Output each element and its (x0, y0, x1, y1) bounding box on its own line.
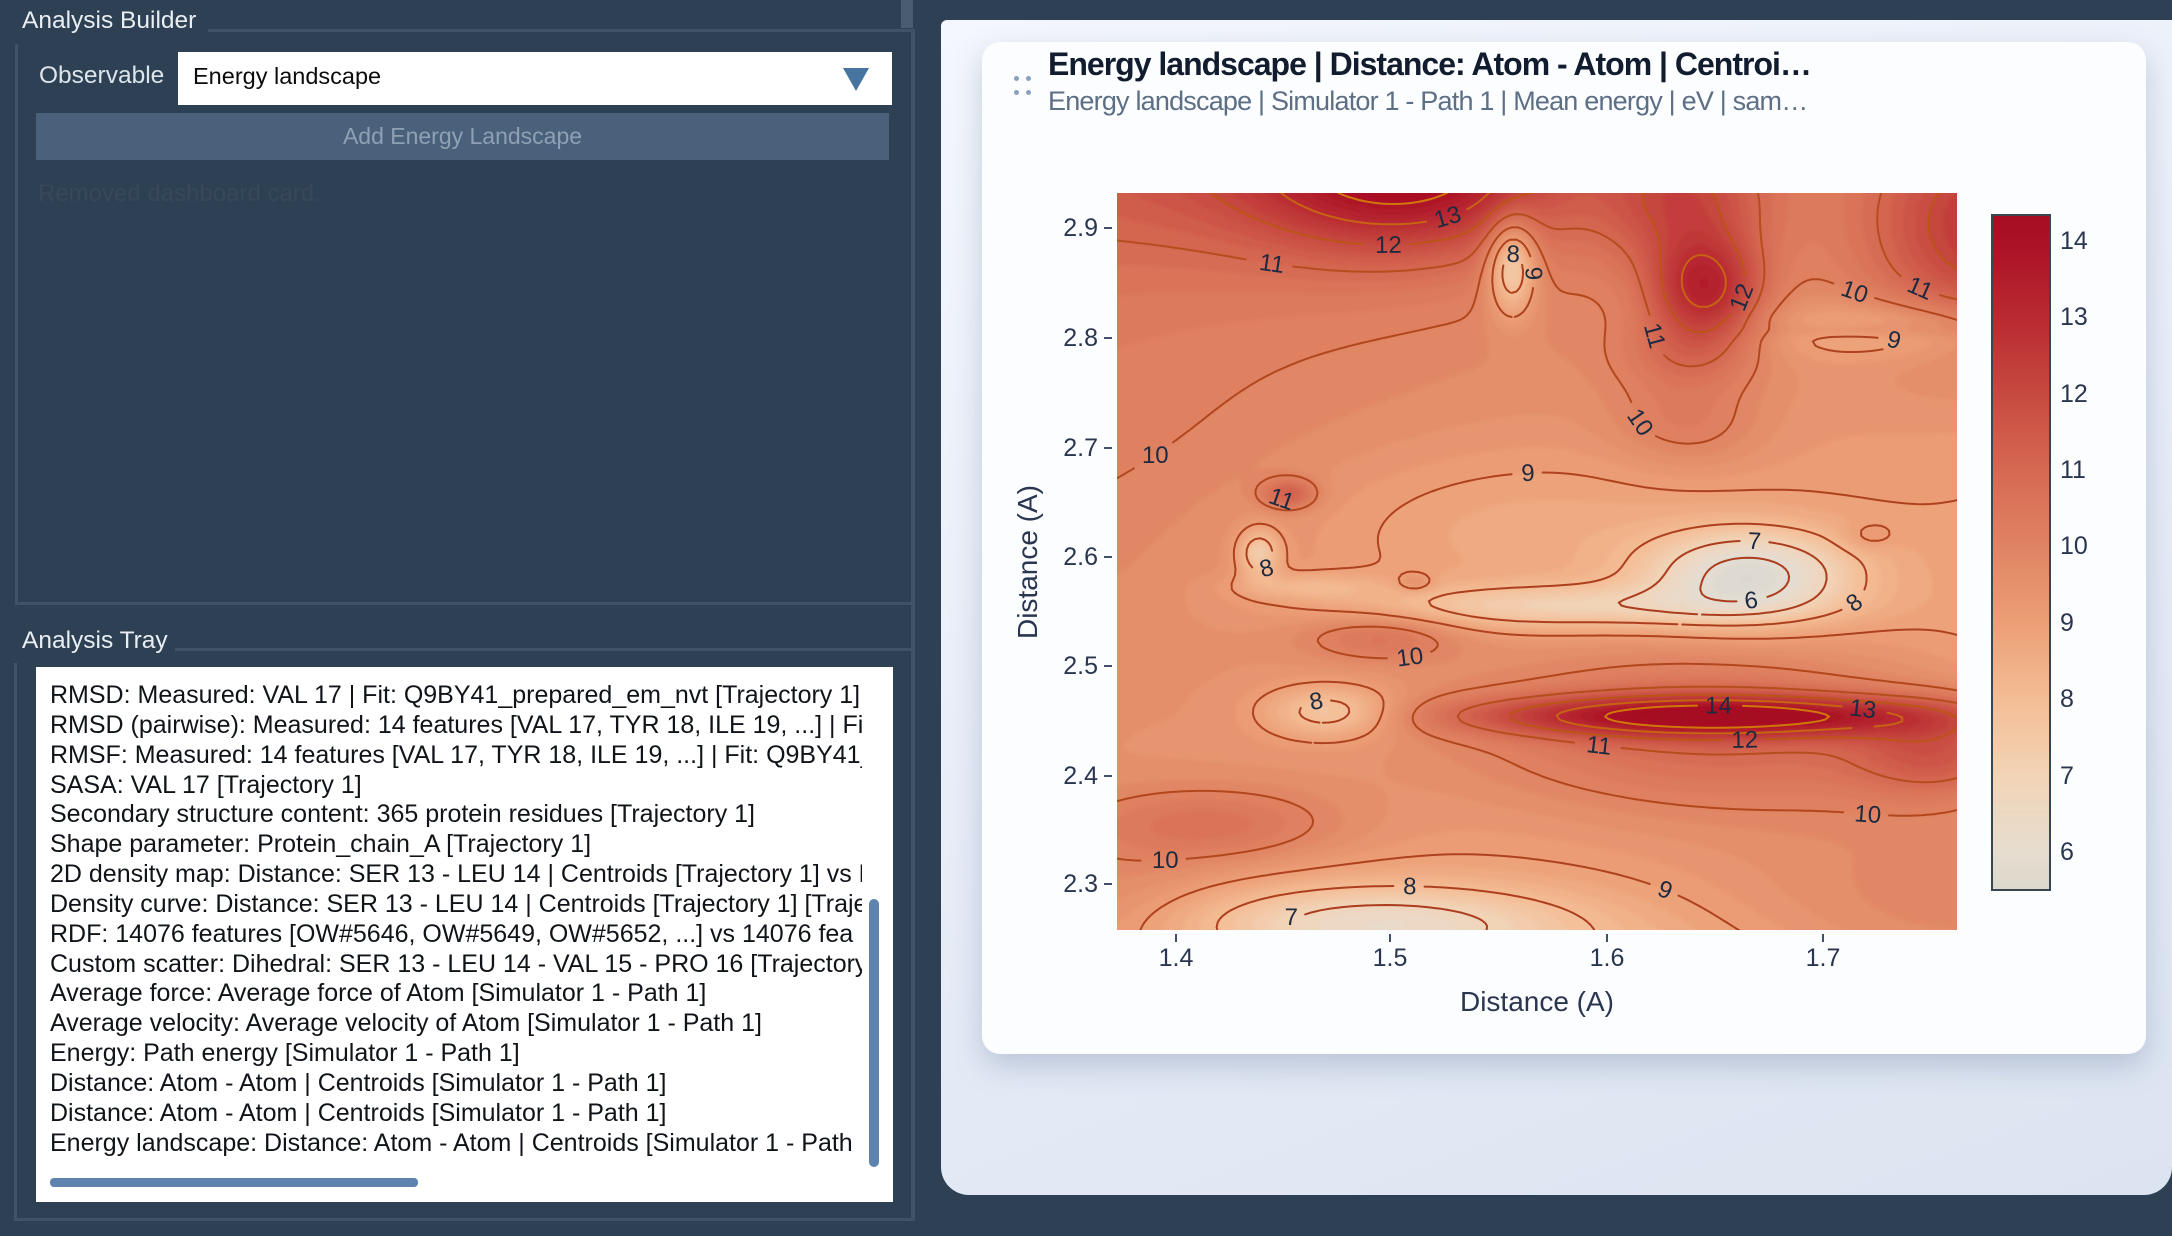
svg-text:10: 10 (1854, 800, 1883, 829)
svg-text:11: 11 (1585, 731, 1613, 761)
svg-text:10: 10 (1142, 442, 1169, 469)
svg-text:12: 12 (1731, 727, 1758, 755)
svg-text:9: 9 (1884, 326, 1904, 355)
svg-text:9: 9 (1519, 266, 1547, 281)
svg-text:11: 11 (1258, 249, 1287, 279)
svg-text:10: 10 (1152, 847, 1179, 874)
svg-text:12: 12 (1375, 232, 1402, 259)
svg-text:14: 14 (1705, 692, 1732, 719)
svg-text:13: 13 (1848, 694, 1878, 724)
svg-text:8: 8 (1307, 687, 1325, 716)
svg-text:6: 6 (1743, 587, 1760, 615)
svg-text:7: 7 (1285, 904, 1298, 930)
svg-text:9: 9 (1521, 460, 1536, 488)
svg-text:10: 10 (1395, 642, 1425, 672)
svg-text:7: 7 (1747, 528, 1762, 556)
svg-text:8: 8 (1403, 873, 1417, 900)
svg-text:8: 8 (1506, 241, 1520, 268)
